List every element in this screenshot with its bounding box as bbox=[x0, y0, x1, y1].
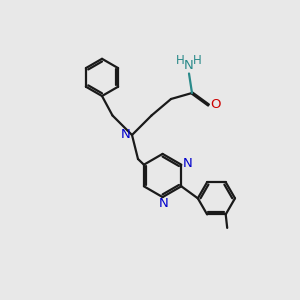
Text: O: O bbox=[210, 98, 220, 112]
Text: N: N bbox=[121, 128, 130, 142]
Text: H: H bbox=[193, 53, 202, 67]
Text: N: N bbox=[184, 58, 194, 72]
Text: N: N bbox=[182, 157, 192, 170]
Text: H: H bbox=[176, 53, 185, 67]
Text: N: N bbox=[159, 197, 169, 210]
